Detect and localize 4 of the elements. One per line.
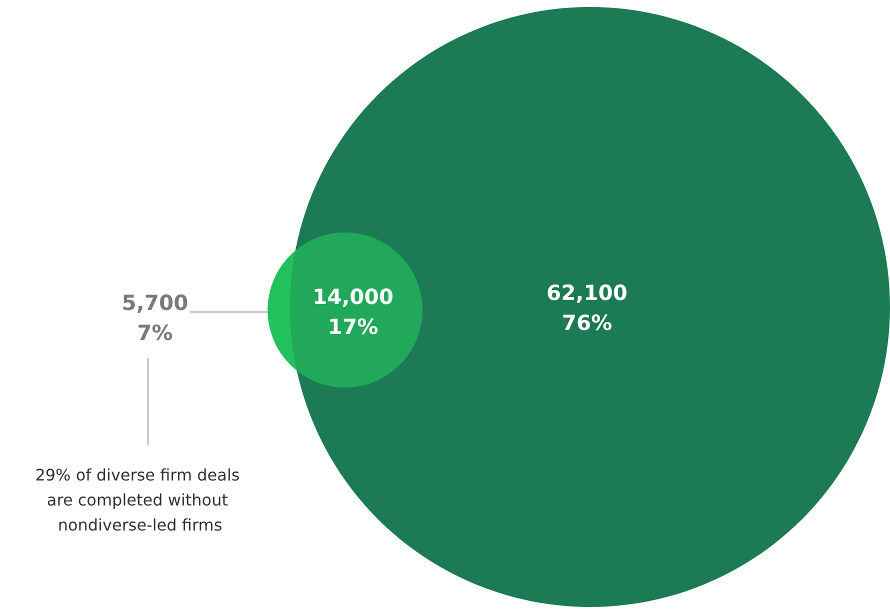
text: 29% of diverse firm deals are completed without nondiverse-led firms (35, 466, 245, 534)
data-label: 62,100 76% (546, 281, 628, 335)
data-label: 14,000 17% (312, 285, 394, 339)
data-label: 5,700 7% (122, 291, 188, 345)
